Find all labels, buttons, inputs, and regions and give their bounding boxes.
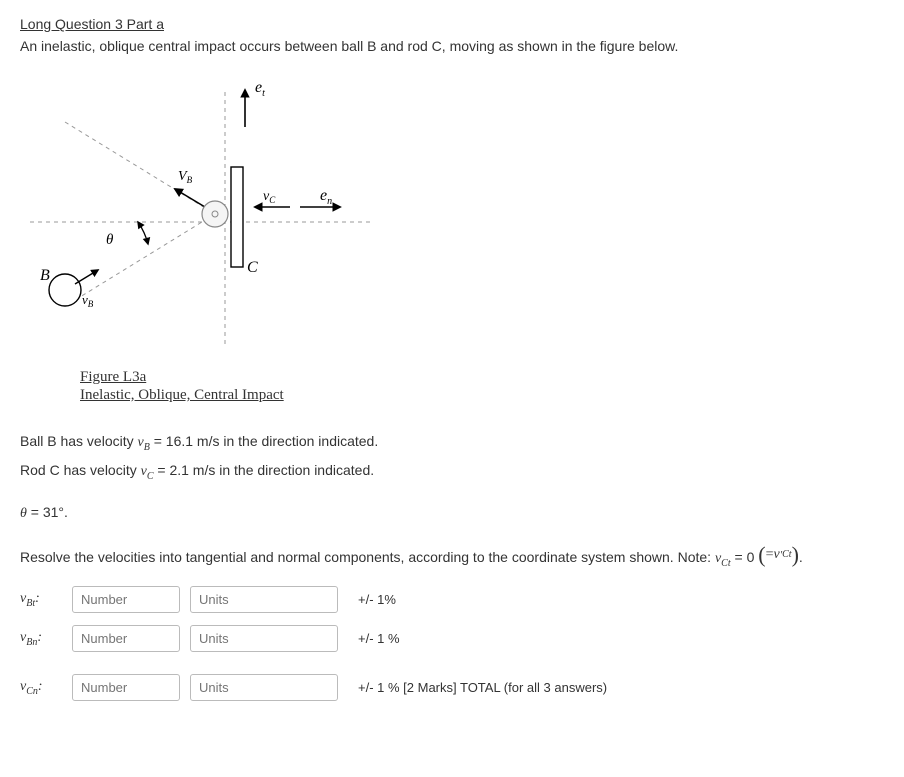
- et-label: et: [255, 79, 265, 99]
- vb-upper-label: VB: [178, 169, 193, 185]
- vcn-units-input[interactable]: [190, 674, 338, 701]
- vbt-number-input[interactable]: [72, 586, 180, 613]
- vbn-units-input[interactable]: [190, 625, 338, 652]
- vbt-tolerance: +/- 1%: [358, 592, 396, 607]
- theta-label: θ: [106, 232, 114, 248]
- input-row-vcn: vCn: +/- 1 % [2 Marks] TOTAL (for all 3 …: [20, 674, 884, 701]
- theta-value: θ = 31°.: [20, 504, 884, 522]
- given-values: Ball B has velocity vB = 16.1 m/s in the…: [20, 428, 884, 486]
- vbn-number-input[interactable]: [72, 625, 180, 652]
- vc-label: vC: [263, 189, 276, 205]
- b-label: B: [40, 267, 50, 284]
- input-row-vbt: vBt: +/- 1%: [20, 586, 884, 613]
- vcn-number-input[interactable]: [72, 674, 180, 701]
- vbn-tolerance: +/- 1 %: [358, 631, 400, 646]
- vb-small-label: vB: [82, 292, 94, 309]
- question-heading: Long Question 3 Part a: [20, 16, 884, 32]
- vbt-units-input[interactable]: [190, 586, 338, 613]
- resolve-instruction: Resolve the velocities into tangential a…: [20, 544, 884, 569]
- figure-caption: Figure L3a Inelastic, Oblique, Central I…: [80, 368, 884, 404]
- c-label: C: [247, 259, 258, 276]
- input-row-vbn: vBn: +/- 1 %: [20, 625, 884, 652]
- figure-container: et en VB vC θ C B vB: [20, 72, 884, 362]
- en-label: en: [320, 187, 332, 207]
- vcn-tolerance: +/- 1 % [2 Marks] TOTAL (for all 3 answe…: [358, 680, 607, 695]
- intro-text: An inelastic, oblique central impact occ…: [20, 38, 884, 54]
- figure-svg: et en VB vC θ C B vB: [20, 72, 380, 362]
